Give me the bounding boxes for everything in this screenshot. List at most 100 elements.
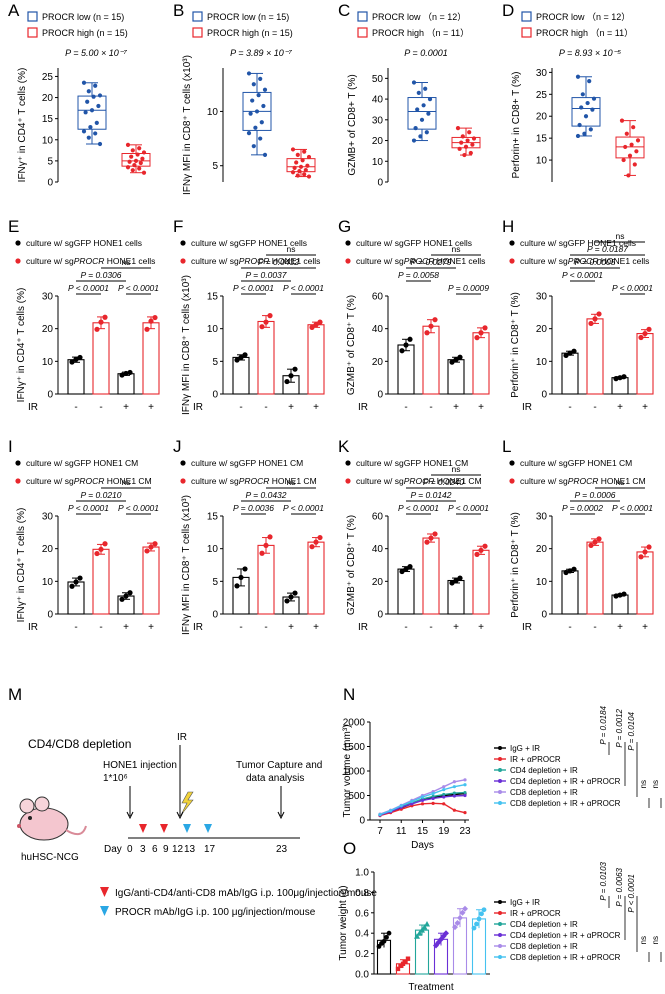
data-point <box>471 136 477 141</box>
data-point <box>85 99 90 104</box>
legend-label-high: PROCR high (n = 15) <box>42 28 128 38</box>
data-point <box>398 963 403 969</box>
data-point <box>481 907 487 913</box>
data-point <box>463 144 469 149</box>
data-point <box>284 378 290 385</box>
comparison-label: P = 0.0037 <box>245 270 286 280</box>
legend-culture-text: culture w/ sg <box>520 476 568 486</box>
comparison-label: P < 0.0001 <box>612 283 653 293</box>
comparison-label: P = 0.0058 <box>398 270 439 280</box>
data-point <box>309 324 315 330</box>
data-point <box>246 131 252 136</box>
x-tick-label: 19 <box>438 826 450 837</box>
data-point <box>288 373 294 379</box>
series-point <box>452 785 456 789</box>
p-value-label: P = 8.93 × 10⁻⁵ <box>559 48 621 58</box>
data-point <box>94 550 100 557</box>
ir-category-label: + <box>148 622 154 633</box>
data-point <box>148 544 154 550</box>
panel-letter-h: H <box>502 217 514 236</box>
legend-marker <box>498 933 502 937</box>
data-point <box>130 148 135 153</box>
legend-gene-text: PROCR <box>568 476 599 486</box>
data-point <box>96 103 101 109</box>
data-point <box>251 82 256 87</box>
series-point <box>452 791 456 795</box>
data-point <box>93 83 98 88</box>
legend-label-sgprocr: culture w/ sgPROCR HONE1 cells <box>520 256 649 266</box>
data-point <box>258 136 263 141</box>
bar-panel-l: culture w/ sgGFP HONE1 CM culture w/ sgPR… <box>509 458 654 633</box>
series-point <box>378 813 382 817</box>
legend-gene-text: PROCR <box>239 256 270 266</box>
data-point <box>89 108 95 113</box>
legend-suffix-text: HONE1 CM <box>269 476 316 486</box>
legend-culture-text: culture w/ sg <box>520 256 568 266</box>
data-point <box>588 542 594 549</box>
data-point <box>591 96 597 101</box>
panel-letter-i: I <box>8 437 13 456</box>
data-point <box>479 911 484 917</box>
data-point <box>454 920 461 926</box>
y-tick-label: 0.0 <box>355 970 369 981</box>
data-point <box>302 149 307 154</box>
data-point <box>415 107 420 112</box>
y-tick-label: 30 <box>536 68 548 79</box>
data-point <box>411 80 417 85</box>
comparison-label: P = 0.0432 <box>245 490 286 500</box>
data-point <box>238 574 244 581</box>
data-point <box>462 152 467 158</box>
y-tick-label: 20 <box>536 324 548 335</box>
bar <box>422 537 440 615</box>
y-axis-label: Perforin⁺ in CD8⁺ T (%) <box>510 512 521 618</box>
bar <box>586 541 604 615</box>
data-point <box>262 152 268 157</box>
data-point <box>102 314 108 320</box>
comparison-label: P = 0.0279 <box>410 257 451 267</box>
data-point <box>135 152 140 157</box>
legend-label: CD8 depletion + IR + αPROCR <box>510 953 621 962</box>
timeline-markers <box>139 824 212 833</box>
panel-letter-d: D <box>502 1 514 20</box>
bar-panel-g: culture w/ sgGFP HONE1 cells culture w/ s… <box>345 238 490 413</box>
ir-category-label: + <box>313 402 319 413</box>
data-point <box>77 354 83 361</box>
legend-swatch-low <box>192 11 203 22</box>
legend-label-low: PROCR low (n = 15) <box>207 12 289 22</box>
data-point <box>127 590 133 596</box>
data-point <box>414 933 420 939</box>
box <box>407 97 437 130</box>
y-tick-label: 1000 <box>343 767 366 778</box>
bar-panel-i: culture w/ sgGFP HONE1 CM culture w/ sgPR… <box>15 458 160 633</box>
legend-marker-sggfp <box>345 460 351 466</box>
data-point <box>98 546 104 552</box>
bar <box>307 541 325 615</box>
data-point <box>86 89 91 94</box>
legend-label: CD4 depletion + IR <box>510 920 578 929</box>
data-point <box>407 336 413 342</box>
legend-label-high: PROCR high （n = 11） <box>372 28 469 38</box>
legend-marker <box>498 801 502 805</box>
ir-category-label: - <box>429 622 432 633</box>
y-tick-label: 40 <box>372 95 384 106</box>
data-point <box>246 71 252 76</box>
data-point <box>588 320 594 327</box>
box <box>615 136 645 159</box>
comparison-label: P < 0.0001 <box>118 503 159 513</box>
data-point <box>588 127 593 132</box>
legend-label-sgprocr: culture w/ sgPROCR HONE1 CM <box>520 476 646 486</box>
data-point <box>563 352 569 359</box>
legend-culture-text: culture w/ sg <box>191 476 239 486</box>
bar <box>447 359 465 395</box>
comparison-label: ns <box>452 464 461 474</box>
data-point <box>474 335 480 341</box>
data-point <box>613 593 619 599</box>
endpoint-label-1: Tumor Capture and <box>236 760 322 771</box>
series-point <box>442 788 446 792</box>
comparison-label: P = 0.0005 <box>574 257 615 267</box>
bar <box>636 333 654 395</box>
data-point <box>582 131 587 136</box>
bar <box>561 352 579 395</box>
data-point <box>251 144 256 149</box>
ir-category-label: - <box>593 402 596 413</box>
